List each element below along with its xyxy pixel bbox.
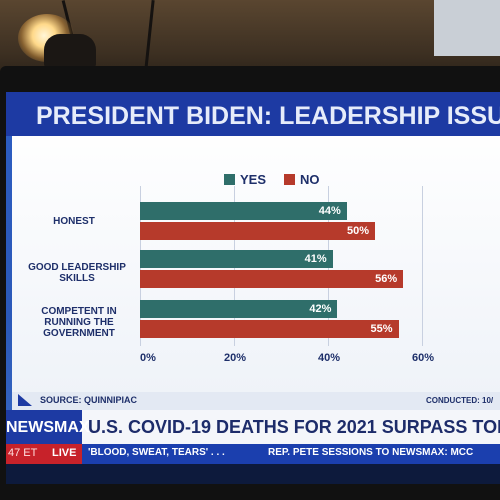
legend-label-no: NO [300, 172, 320, 187]
category-label: HONEST [53, 216, 95, 227]
source-strip [12, 392, 500, 410]
bar-no [140, 320, 399, 338]
ticker-bar [6, 444, 500, 464]
graphic-title: PRESIDENT BIDEN: LEADERSHIP ISSUES [36, 102, 500, 130]
tv-screen: YES NO HONEST GOOD LEADERSHIP SKILLS COM… [6, 92, 500, 484]
bar-value-label: 50% [346, 225, 369, 237]
bar-no [140, 270, 404, 288]
screen-bottom-edge [6, 464, 500, 484]
x-tick-label: 0% [140, 352, 156, 364]
lamp [44, 34, 96, 68]
legend-swatch-no [284, 174, 296, 185]
bar-value-label: 44% [318, 205, 341, 217]
x-tick-label: 60% [412, 352, 435, 364]
graphic-title-bar: PRESIDENT BIDEN: LEADERSHIP ISSUES [6, 92, 500, 136]
source-icon [18, 394, 32, 406]
bar-value-label: 56% [375, 273, 398, 285]
ticker-item: REP. PETE SESSIONS TO NEWSMAX: MCC [268, 447, 474, 458]
legend-swatch-yes [224, 174, 235, 185]
headline-bar [6, 410, 500, 444]
x-tick-label: 40% [318, 352, 341, 364]
cable [144, 0, 155, 70]
category-label: GOOD LEADERSHIP SKILLS [28, 262, 126, 284]
source-label: SOURCE: QUINNIPIAC [40, 395, 138, 405]
live-label: LIVE [52, 447, 77, 459]
chart-panel: YES NO HONEST GOOD LEADERSHIP SKILLS COM… [12, 120, 500, 410]
bar-value-label: 42% [309, 303, 332, 315]
time-box [6, 444, 82, 464]
brand-logo-text: NEWSMAX [6, 419, 90, 436]
ticker-item: 'BLOOD, SWEAT, TEARS' . . . [88, 447, 225, 458]
legend-item-no: NO [284, 172, 320, 187]
chart-legend: YES NO [224, 172, 338, 187]
bar-yes [140, 250, 333, 268]
category-label: COMPETENT IN RUNNING THE GOVERNMENT [41, 306, 117, 339]
brand-box: NEWSMAX [6, 410, 90, 444]
x-tick-label: 20% [224, 352, 247, 364]
bar-yes [140, 202, 347, 220]
headline-text: U.S. COVID-19 DEATHS FOR 2021 SURPASS TO… [88, 417, 500, 437]
bar-value-label: 55% [370, 323, 393, 335]
legend-item-yes: YES [224, 172, 266, 187]
conducted-label: CONDUCTED: 10/ [426, 396, 494, 405]
time-label: 47 ET [8, 447, 38, 459]
legend-label-yes: YES [240, 172, 267, 187]
bar-yes [140, 300, 338, 318]
gridline [422, 186, 423, 346]
bar-no [140, 222, 375, 240]
bar-value-label: 41% [304, 253, 327, 265]
wall [434, 0, 500, 56]
